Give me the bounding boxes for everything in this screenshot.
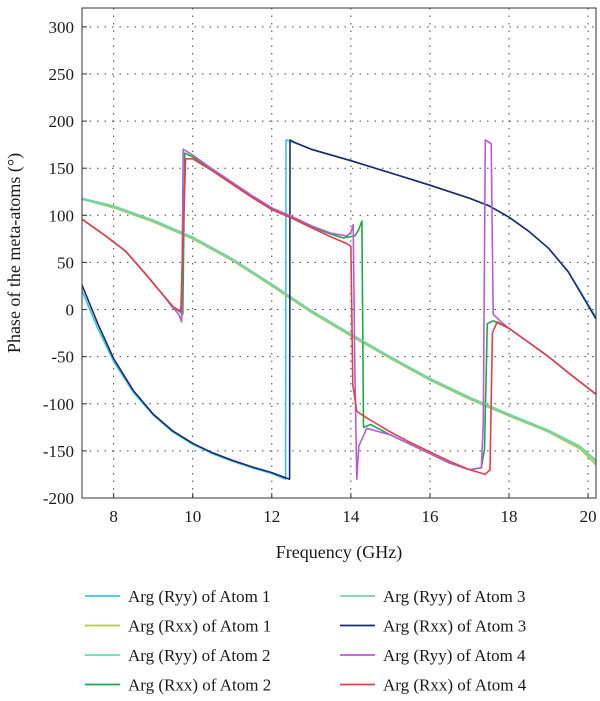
series-line-7 [82, 139, 596, 480]
y-axis-title: Phase of the meta-atoms (°) [4, 153, 25, 353]
y-tick-label: -150 [43, 442, 74, 461]
legend: Arg (Ryy) of Atom 1 Arg (Rxx) of Atom 1 Ar… [85, 587, 527, 695]
series-line-5 [82, 197, 596, 461]
x-tick-label: 18 [501, 507, 518, 526]
x-tick-label: 14 [342, 507, 360, 526]
legend-label: Arg (Rxx) of Atom 2 [128, 676, 271, 695]
y-tick-label: -100 [43, 395, 74, 414]
series-line-3 [82, 198, 596, 463]
y-tick-label: 300 [49, 18, 75, 37]
grid [82, 8, 596, 499]
series-line-1 [82, 139, 596, 480]
x-tick-label: 20 [580, 507, 597, 526]
series-lines [82, 139, 596, 480]
legend-label: Arg (Ryy) of Atom 3 [383, 587, 526, 606]
legend-label: Arg (Rxx) of Atom 3 [383, 617, 526, 636]
x-tick-label: 12 [263, 507, 280, 526]
ticks: 8 10 12 14 16 18 20 -200 -150 -100 -50 0 50 100 150 200… [43, 18, 597, 526]
y-tick-label: 250 [49, 65, 75, 84]
legend-label: Arg (Ryy) of Atom 2 [128, 646, 271, 665]
legend-label: Arg (Ryy) of Atom 4 [383, 646, 526, 665]
y-tick-label: 0 [66, 301, 75, 320]
series-line-8 [82, 158, 596, 476]
x-tick-label: 16 [421, 507, 438, 526]
y-tick-label: 50 [57, 253, 74, 272]
series-line-2 [82, 198, 596, 466]
y-tick-label: -50 [51, 348, 74, 367]
legend-label: Arg (Ryy) of Atom 1 [128, 587, 271, 606]
plot-frame [81, 7, 597, 499]
x-tick-label: 8 [109, 507, 118, 526]
x-tick-label: 10 [184, 507, 201, 526]
x-axis-title: Frequency (GHz) [276, 542, 402, 563]
legend-label: Arg (Rxx) of Atom 4 [383, 676, 527, 695]
legend-label: Arg (Rxx) of Atom 1 [128, 617, 271, 636]
series-line-6 [82, 139, 596, 480]
y-tick-label: 100 [49, 206, 75, 225]
series-line-4 [82, 152, 596, 471]
y-tick-label: 150 [49, 159, 75, 178]
y-tick-label: -200 [43, 489, 74, 508]
y-tick-label: 200 [49, 112, 75, 131]
